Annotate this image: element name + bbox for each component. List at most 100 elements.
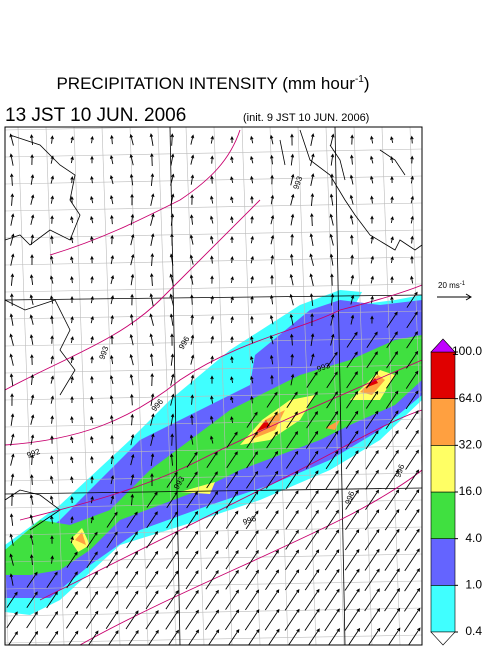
wind-arrow: [390, 276, 394, 284]
wind-arrow: [250, 255, 254, 264]
wind-arrow: [384, 528, 400, 551]
wind-arrow: [384, 607, 401, 632]
wind-arrow: [190, 294, 194, 305]
wind-arrow: [289, 273, 294, 286]
wind-arrow: [66, 610, 79, 629]
wind-arrow: [310, 133, 315, 146]
wind-arrow: [9, 513, 14, 526]
wind-arrow: [170, 133, 174, 146]
wind-arrow: [170, 193, 175, 206]
map-frame: [4, 126, 423, 646]
wind-arrow: [166, 471, 178, 488]
wind-arrow: [403, 607, 421, 632]
wind-arrow: [289, 293, 294, 306]
wind-arrow: [166, 530, 179, 549]
wind-arrow: [210, 295, 214, 304]
wind-arrow: [205, 589, 219, 610]
wind-arrow: [244, 609, 260, 631]
colorbar-band: [430, 445, 456, 493]
wind-arrow: [365, 469, 379, 490]
major-grid-line: [334, 127, 346, 645]
wind-arrow: [50, 435, 54, 444]
wind-arrow: [50, 295, 54, 304]
wind-arrow: [90, 395, 94, 404]
wind-arrow: [305, 549, 320, 571]
wind-arrow: [265, 529, 279, 550]
wind-arrow: [129, 353, 134, 366]
wind-arrow: [370, 275, 374, 284]
grid-line: [129, 127, 149, 645]
wind-arrow: [150, 213, 155, 226]
wind-arrow: [289, 333, 294, 346]
wind-arrow: [406, 350, 419, 369]
wind-arrow: [349, 174, 354, 185]
wind-arrow: [290, 213, 295, 226]
wind-arrow: [150, 393, 155, 406]
wind-arrow: [269, 134, 274, 145]
wind-arrow: [390, 156, 394, 164]
wind-arrow: [70, 195, 74, 204]
wind-arrow: [30, 434, 35, 445]
wind-arrow: [50, 415, 54, 424]
wind-arrow: [110, 474, 115, 485]
wind-arrow: [410, 275, 414, 284]
wind-arrow: [266, 431, 278, 449]
colorbar-tick-label: 64.0: [459, 391, 483, 405]
grid-line: [73, 127, 93, 645]
wind-arrow: [404, 489, 420, 511]
wind-arrow: [270, 194, 275, 205]
wind-arrow: [70, 236, 74, 244]
wind-arrow: [345, 489, 359, 510]
wind-arrow: [129, 333, 134, 346]
wind-arrow: [265, 549, 279, 570]
wind-arrow: [270, 274, 274, 285]
wind-arrow: [210, 135, 214, 144]
wind-arrow: [370, 315, 374, 324]
wind-arrow: [90, 335, 94, 344]
wind-arrow: [70, 336, 74, 344]
wind-arrow: [269, 334, 274, 345]
wind-arrow: [225, 569, 239, 590]
colorbar-tick-label: 1.0: [465, 578, 482, 592]
wind-arrow: [9, 353, 14, 366]
wind-arrow: [324, 608, 340, 632]
wind-arrow: [26, 611, 38, 629]
wind-arrow: [149, 333, 154, 346]
grid-line: [5, 634, 422, 644]
wind-arrow: [304, 608, 320, 631]
wind-arrow: [330, 153, 335, 166]
wind-arrow: [210, 315, 214, 324]
wind-arrow: [86, 551, 98, 569]
wind-arrow: [50, 255, 54, 264]
wind-arrow: [190, 174, 195, 185]
wind-arrow: [70, 136, 74, 144]
wind-arrow: [106, 570, 119, 589]
contour-label: 996: [343, 490, 356, 506]
wind-arrow: [364, 607, 381, 632]
grid-line: [325, 127, 345, 645]
wind-arrow: [30, 234, 35, 245]
wind-arrow: [404, 587, 421, 612]
wind-arrow: [86, 531, 98, 548]
wind-arrow: [110, 234, 114, 245]
wind-arrow: [50, 215, 54, 224]
wind-arrow: [190, 394, 194, 405]
wind-arrow: [365, 430, 379, 450]
wind-arrow: [310, 333, 315, 346]
title: PRECIPITATION INTENSITY (mm hour-1): [56, 74, 369, 93]
wind-arrow: [230, 316, 234, 324]
wind-arrow: [70, 495, 74, 504]
wind-arrow: [170, 233, 174, 246]
wind-arrow: [130, 213, 135, 226]
grid-line: [241, 127, 261, 645]
wind-arrow: [404, 528, 420, 551]
wind-arrow: [270, 214, 275, 225]
wind-arrow: [284, 588, 300, 611]
wind-arrow: [185, 530, 199, 549]
wind-arrow: [29, 534, 34, 545]
wind-arrow: [9, 333, 14, 346]
wind-arrow: [325, 430, 339, 449]
wind-arrow: [286, 411, 298, 429]
wind-arrow: [225, 550, 239, 570]
